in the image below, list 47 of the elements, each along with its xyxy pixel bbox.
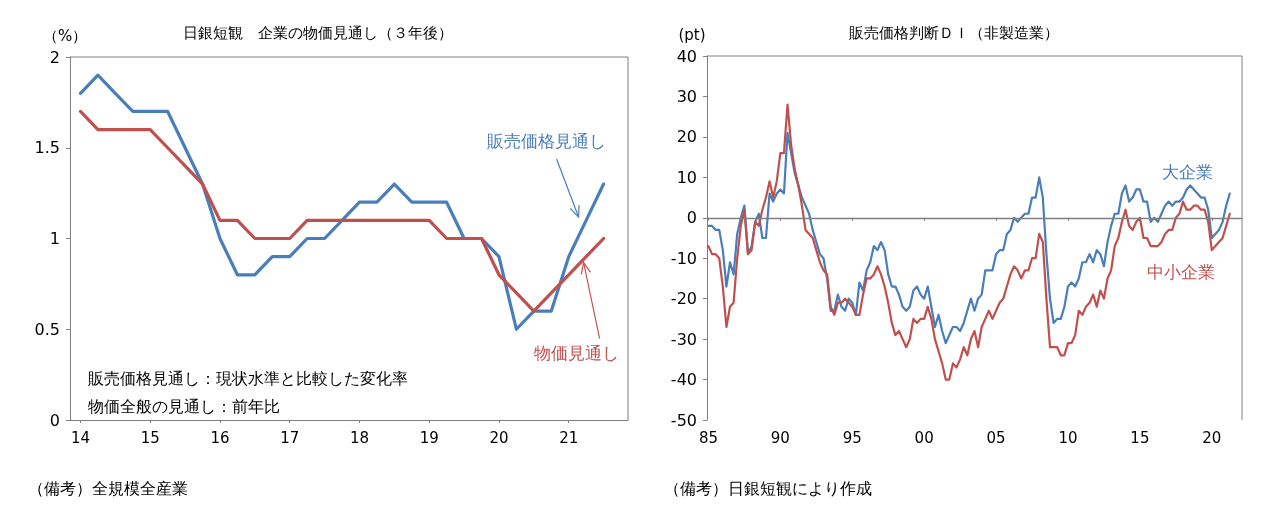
chart-title: 日銀短観 企業の物価見通し（３年後） — [183, 23, 453, 42]
y-tick-label: 1.5 — [34, 138, 60, 158]
x-tick-label: 10 — [1058, 428, 1078, 447]
series-label: 大企業 — [1162, 161, 1214, 182]
y-axis-title: （%） — [42, 26, 88, 45]
x-tick-label: 00 — [914, 428, 934, 447]
y-tick-label: 2 — [49, 47, 60, 67]
chart-title: 販売価格判断ＤＩ（非製造業） — [849, 23, 1059, 42]
x-tick-label: 20 — [1202, 428, 1222, 447]
x-tick-label: 19 — [419, 428, 439, 447]
y-tick-label: 1 — [49, 229, 60, 248]
annotation: 販売価格見通し：現状水準と比較した変化率 — [88, 368, 408, 388]
y-tick-label: -40 — [670, 370, 697, 390]
y-tick-label: 40 — [676, 46, 697, 66]
line-series — [78, 73, 606, 331]
y-tick-label: 20 — [676, 127, 697, 147]
text: （備考）日銀短観により作成 — [664, 478, 872, 498]
x-tick-label: 18 — [349, 428, 370, 447]
series-label: 物価見通し — [534, 342, 620, 363]
x-tick-label: 90 — [770, 428, 790, 447]
x-tick-label: 20 — [489, 428, 509, 447]
x-tick-label: 17 — [280, 428, 300, 447]
x-tick-label: 14 — [70, 428, 91, 447]
y-axis-title: (pt) — [678, 25, 706, 44]
annotation: 物価全般の見通し：前年比 — [88, 396, 280, 416]
x-tick-label: 05 — [986, 428, 1006, 447]
y-tick-label: 10 — [676, 167, 697, 187]
y-tick-label: 0 — [686, 208, 697, 228]
line-series — [707, 103, 1231, 381]
y-tick-label: -10 — [670, 248, 697, 268]
y-tick-label: -20 — [670, 289, 697, 309]
y-tick-label: 0 — [49, 410, 60, 430]
x-tick-label: 85 — [698, 428, 718, 447]
series-label: 中小企業 — [1146, 261, 1215, 282]
x-tick-label: 15 — [140, 428, 160, 447]
series-label: 販売価格見通し — [487, 131, 607, 152]
line-series — [707, 131, 1231, 345]
x-tick-label: 16 — [210, 428, 230, 447]
x-tick-label: 21 — [559, 428, 579, 447]
x-tick-label: 95 — [842, 428, 862, 447]
y-tick-label: -30 — [670, 329, 697, 349]
y-tick-label: -50 — [670, 410, 697, 430]
x-tick-label: 15 — [1130, 428, 1150, 447]
line-series — [78, 109, 606, 313]
y-tick-label: 0.5 — [34, 319, 60, 339]
y-tick-label: 30 — [676, 86, 697, 106]
text: （備考）全規模全産業 — [28, 478, 188, 498]
